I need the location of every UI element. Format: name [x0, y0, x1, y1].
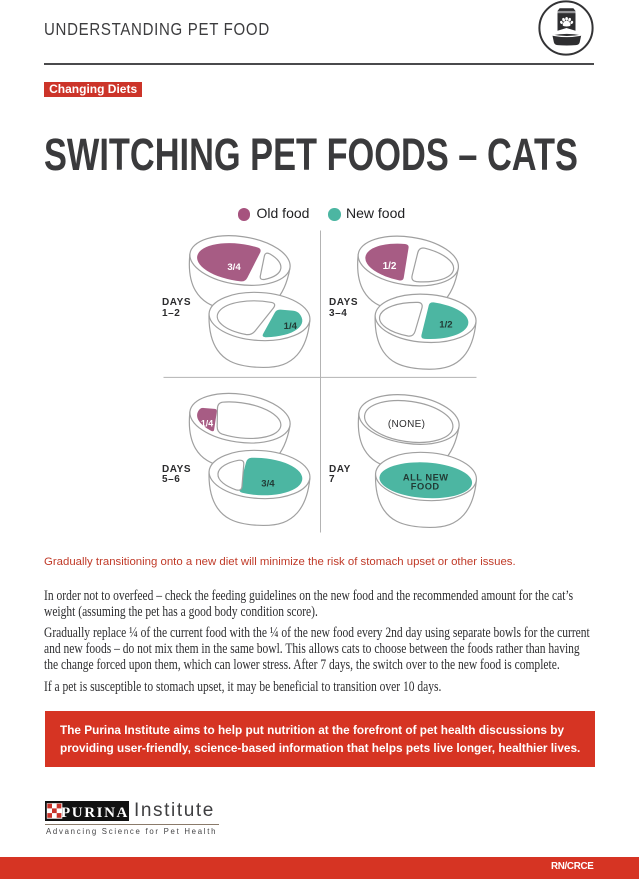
svg-text:ALL NEW: ALL NEW — [403, 473, 449, 483]
svg-text:1/2: 1/2 — [383, 261, 397, 272]
svg-text:3/4: 3/4 — [261, 479, 275, 490]
svg-text:1/4: 1/4 — [284, 321, 298, 332]
svg-text:1/2: 1/2 — [439, 320, 452, 331]
svg-text:1/4: 1/4 — [201, 418, 213, 428]
svg-text:FOOD: FOOD — [411, 482, 440, 492]
svg-text:PURINA: PURINA — [61, 805, 129, 821]
svg-text:(NONE): (NONE) — [388, 419, 425, 430]
svg-text:3/4: 3/4 — [227, 262, 241, 273]
